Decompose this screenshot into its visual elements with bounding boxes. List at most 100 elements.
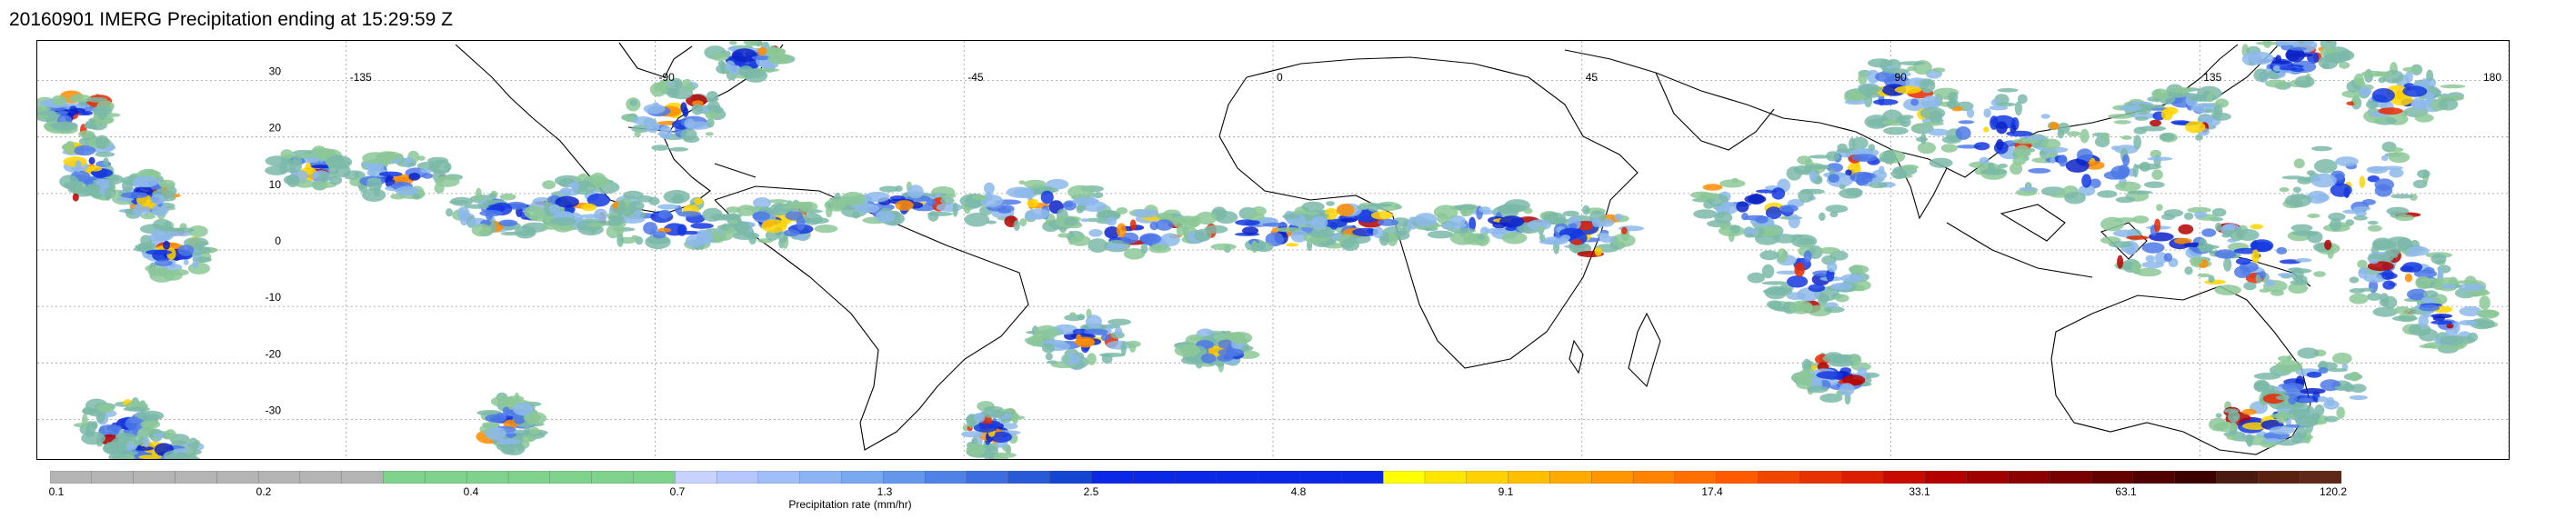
precip-cell xyxy=(1324,207,1338,220)
precip-cell xyxy=(1326,201,1335,206)
precip-cell xyxy=(2385,236,2413,251)
precip-cell xyxy=(95,151,115,157)
precip-cell xyxy=(1072,196,1099,205)
precip-cell xyxy=(140,213,156,220)
precip-cell xyxy=(1126,340,1141,348)
precip-cell xyxy=(2325,52,2350,63)
colorbar-swatch xyxy=(91,470,135,484)
colorbar-swatch xyxy=(757,470,801,484)
precip-cell xyxy=(1789,300,1813,314)
precip-cell xyxy=(691,104,704,115)
precip-cell xyxy=(2382,280,2396,290)
precip-cell xyxy=(2120,135,2132,140)
precip-cell xyxy=(2194,211,2208,218)
colorbar-swatch xyxy=(1508,470,1551,484)
precip-cell xyxy=(1577,221,1594,231)
precip-cell xyxy=(1899,61,1926,65)
precip-cell xyxy=(1996,139,2004,151)
longitude-label: -90 xyxy=(659,71,676,84)
precip-cell xyxy=(2221,233,2231,238)
precip-cell xyxy=(1019,218,1027,227)
precip-cell xyxy=(65,141,75,155)
latitude-label: -10 xyxy=(266,291,282,304)
precip-cell xyxy=(1901,165,1919,170)
precip-cell xyxy=(329,175,343,185)
precip-cell xyxy=(1571,239,1583,245)
precip-cell xyxy=(2201,228,2217,237)
precip-cell xyxy=(75,160,82,173)
precip-cell xyxy=(1242,226,1258,235)
precip-cell xyxy=(1915,136,1929,143)
precip-cell xyxy=(590,172,606,185)
precip-cell xyxy=(378,171,403,177)
precip-cell xyxy=(2401,262,2423,273)
precip-cell xyxy=(2425,91,2434,102)
colorbar-swatch xyxy=(549,470,593,484)
precip-cell xyxy=(2313,271,2326,277)
precip-cell xyxy=(2187,206,2211,214)
precip-cell xyxy=(2339,61,2350,69)
precip-cell xyxy=(1072,328,1088,334)
precip-cell xyxy=(2127,190,2153,195)
precip-cell xyxy=(1139,233,1162,245)
precip-cell xyxy=(734,221,750,234)
precip-cell xyxy=(611,207,635,212)
precip-cell xyxy=(783,229,800,236)
precip-cell xyxy=(744,68,768,83)
precip-cell xyxy=(132,175,159,188)
colorbar-tick-label: 0.1 xyxy=(48,485,65,498)
precip-cell xyxy=(2418,328,2439,342)
precip-cell xyxy=(1883,126,1909,135)
precip-cell xyxy=(2227,238,2237,243)
colorbar-swatch xyxy=(257,470,301,484)
colorbar-swatch xyxy=(1341,470,1384,484)
precip-cell xyxy=(2479,295,2491,310)
precip-cell xyxy=(1074,339,1096,345)
precip-cell xyxy=(1352,227,1379,237)
precip-cell xyxy=(72,193,79,202)
precip-cell xyxy=(548,204,561,214)
precip-cell xyxy=(1779,205,1799,213)
precip-cell xyxy=(587,223,606,227)
precip-cell xyxy=(159,179,175,189)
precip-cell xyxy=(927,211,954,216)
precip-cell xyxy=(2353,73,2364,86)
precip-cell xyxy=(281,159,303,174)
colorbar-tick-label: 4.8 xyxy=(1290,485,1307,498)
precip-cell xyxy=(295,179,316,188)
precip-cell xyxy=(1996,102,2017,107)
precip-cell xyxy=(2386,206,2410,215)
precip-cell xyxy=(694,197,703,205)
map-canvas: -135 -90 -45 0 45 90 135 180 30 20 10 0 -10 -20 -30 xyxy=(37,41,2509,459)
precip-cell xyxy=(143,436,150,448)
precip-cell xyxy=(1758,227,1765,235)
precip-cell xyxy=(1693,209,1718,219)
precip-cell xyxy=(2386,146,2404,153)
precip-cell xyxy=(2295,258,2312,263)
precip-cell xyxy=(2135,163,2162,170)
precip-cell xyxy=(2251,249,2260,264)
precip-cell xyxy=(2368,258,2380,264)
precip-cell xyxy=(984,182,995,195)
precip-cell xyxy=(1387,233,1398,246)
precip-cell xyxy=(2446,323,2454,329)
precip-cell xyxy=(581,203,597,212)
precip-cell xyxy=(2350,384,2367,393)
colorbar-swatch xyxy=(1174,470,1218,484)
precip-cell xyxy=(1228,332,1253,344)
precip-cell xyxy=(2288,282,2309,294)
precip-cell xyxy=(631,116,655,125)
precip-cell xyxy=(2141,261,2164,269)
precip-cell xyxy=(2012,138,2040,145)
precip-cell xyxy=(311,165,333,169)
precip-cell xyxy=(2358,86,2372,96)
precip-cell xyxy=(2330,217,2342,232)
precip-cell xyxy=(1847,95,1865,101)
latitude-labels: 30 20 10 0 -10 -20 -30 xyxy=(266,65,282,417)
precip-cell xyxy=(1808,284,1826,293)
precip-cell xyxy=(2006,130,2033,137)
precip-cell xyxy=(1433,205,1458,220)
precip-cell xyxy=(1276,227,1303,233)
latitude-label: -30 xyxy=(266,404,282,416)
precip-cell xyxy=(488,193,496,198)
